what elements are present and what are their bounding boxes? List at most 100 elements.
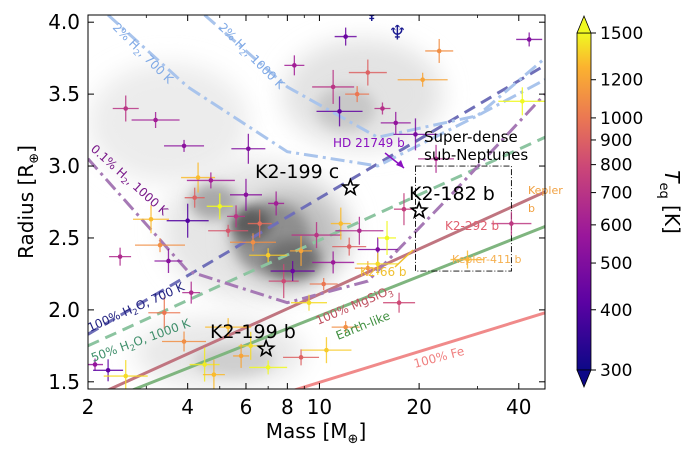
point-marker	[420, 77, 425, 83]
data-point	[283, 349, 320, 366]
data-point	[268, 264, 299, 299]
composition-curve	[107, 15, 545, 168]
density-blob	[189, 184, 238, 220]
point-marker	[290, 268, 295, 274]
point-marker	[436, 48, 442, 54]
point-marker	[380, 106, 385, 111]
point-marker	[92, 362, 98, 367]
data-point	[374, 102, 391, 115]
data-point	[498, 87, 545, 116]
data-point	[186, 172, 235, 189]
data-point	[356, 252, 399, 275]
colorbar-tick-label: 800	[600, 156, 632, 176]
point-marker	[157, 242, 163, 248]
data-point	[182, 281, 201, 304]
point-marker	[257, 221, 262, 226]
x-axis-ticks: 2 4 6 8 10 20 40	[82, 15, 532, 419]
arrow-head	[396, 160, 404, 168]
point-marker	[375, 261, 381, 267]
planet-label-hd21749b: HD 21749 b	[333, 136, 405, 150]
data-point	[154, 248, 183, 273]
composition-curve	[88, 64, 545, 336]
x-tick-label: 40	[506, 395, 531, 419]
colorbar-bottom-extend	[576, 369, 592, 389]
point-marker	[433, 156, 439, 162]
composition-curve	[131, 225, 545, 389]
planet-label-kepler: Kepler	[528, 184, 563, 197]
data-point	[316, 96, 363, 127]
data-point	[135, 238, 186, 253]
colorbar-gradient	[576, 32, 592, 371]
planet-label-k2-199b: K2-199 b	[210, 321, 296, 343]
composition-curve	[88, 93, 545, 305]
annotation-super-dense: Super-dense	[424, 128, 518, 146]
point-marker	[225, 324, 231, 330]
data-point	[331, 321, 360, 334]
annotation-sub-neptunes: sub-Neptunes	[424, 146, 528, 164]
data-point	[103, 360, 148, 389]
point-marker	[238, 353, 244, 359]
colorbar-tick-label: 700	[600, 184, 632, 204]
data-point	[205, 318, 252, 337]
point-marker	[246, 146, 251, 152]
data-point	[189, 347, 220, 382]
data-point	[345, 86, 370, 103]
density-blob	[315, 86, 376, 131]
point-marker	[343, 34, 348, 39]
x-tick-label: 8	[281, 395, 294, 419]
data-point	[270, 261, 315, 282]
colorbar-tick-label: 500	[600, 254, 632, 274]
point-marker	[185, 218, 190, 223]
point-marker	[233, 214, 239, 219]
data-point	[393, 118, 438, 151]
point-marker	[338, 221, 344, 226]
data-point	[249, 248, 288, 263]
highlighted-planets	[256, 177, 429, 358]
x-tick-label: 4	[181, 395, 194, 419]
plot-frame	[87, 14, 546, 390]
point-marker	[162, 310, 167, 316]
point-marker	[314, 232, 319, 238]
composition-curve	[106, 190, 545, 389]
point-marker	[324, 347, 329, 353]
neptune-icon: ♆	[388, 21, 406, 45]
data-point	[268, 191, 285, 216]
point-marker	[265, 252, 271, 258]
point-marker	[337, 109, 342, 114]
data-point	[290, 235, 313, 266]
density-blob	[264, 239, 321, 280]
point-marker	[181, 143, 187, 149]
point-marker	[306, 300, 312, 305]
data-point	[93, 359, 124, 382]
planet-label-k2-292b: K2-292 b	[445, 219, 499, 233]
data-point	[184, 187, 205, 208]
data-point	[378, 220, 397, 255]
point-marker	[273, 201, 279, 206]
point-marker	[123, 373, 129, 379]
colorbar-tick-label: 600	[600, 216, 632, 236]
data-point	[249, 360, 288, 375]
y-tick-label: 1.5	[48, 370, 80, 394]
planet-label-k2-66b: K2-66 b	[360, 265, 407, 279]
y-tick-label: 3.5	[48, 82, 80, 106]
point-marker	[211, 372, 217, 377]
point-marker	[384, 235, 390, 241]
point-marker	[393, 120, 399, 126]
point-marker	[330, 260, 336, 265]
y-tick-label: 2.5	[48, 226, 80, 250]
point-marker	[148, 216, 154, 222]
data-point	[202, 359, 225, 389]
point-marker	[330, 84, 336, 90]
planet-label-kepler411b: Kepler-411 b	[452, 253, 522, 266]
colorbar-tick-label: 1000	[600, 109, 643, 129]
point-marker	[281, 278, 287, 284]
x-tick-label: 6	[240, 395, 253, 419]
point-marker	[298, 355, 304, 360]
data-point	[247, 209, 272, 238]
data-point	[284, 55, 305, 76]
y-tick-label: 3.0	[48, 154, 80, 178]
planet-star-marker	[409, 200, 429, 219]
